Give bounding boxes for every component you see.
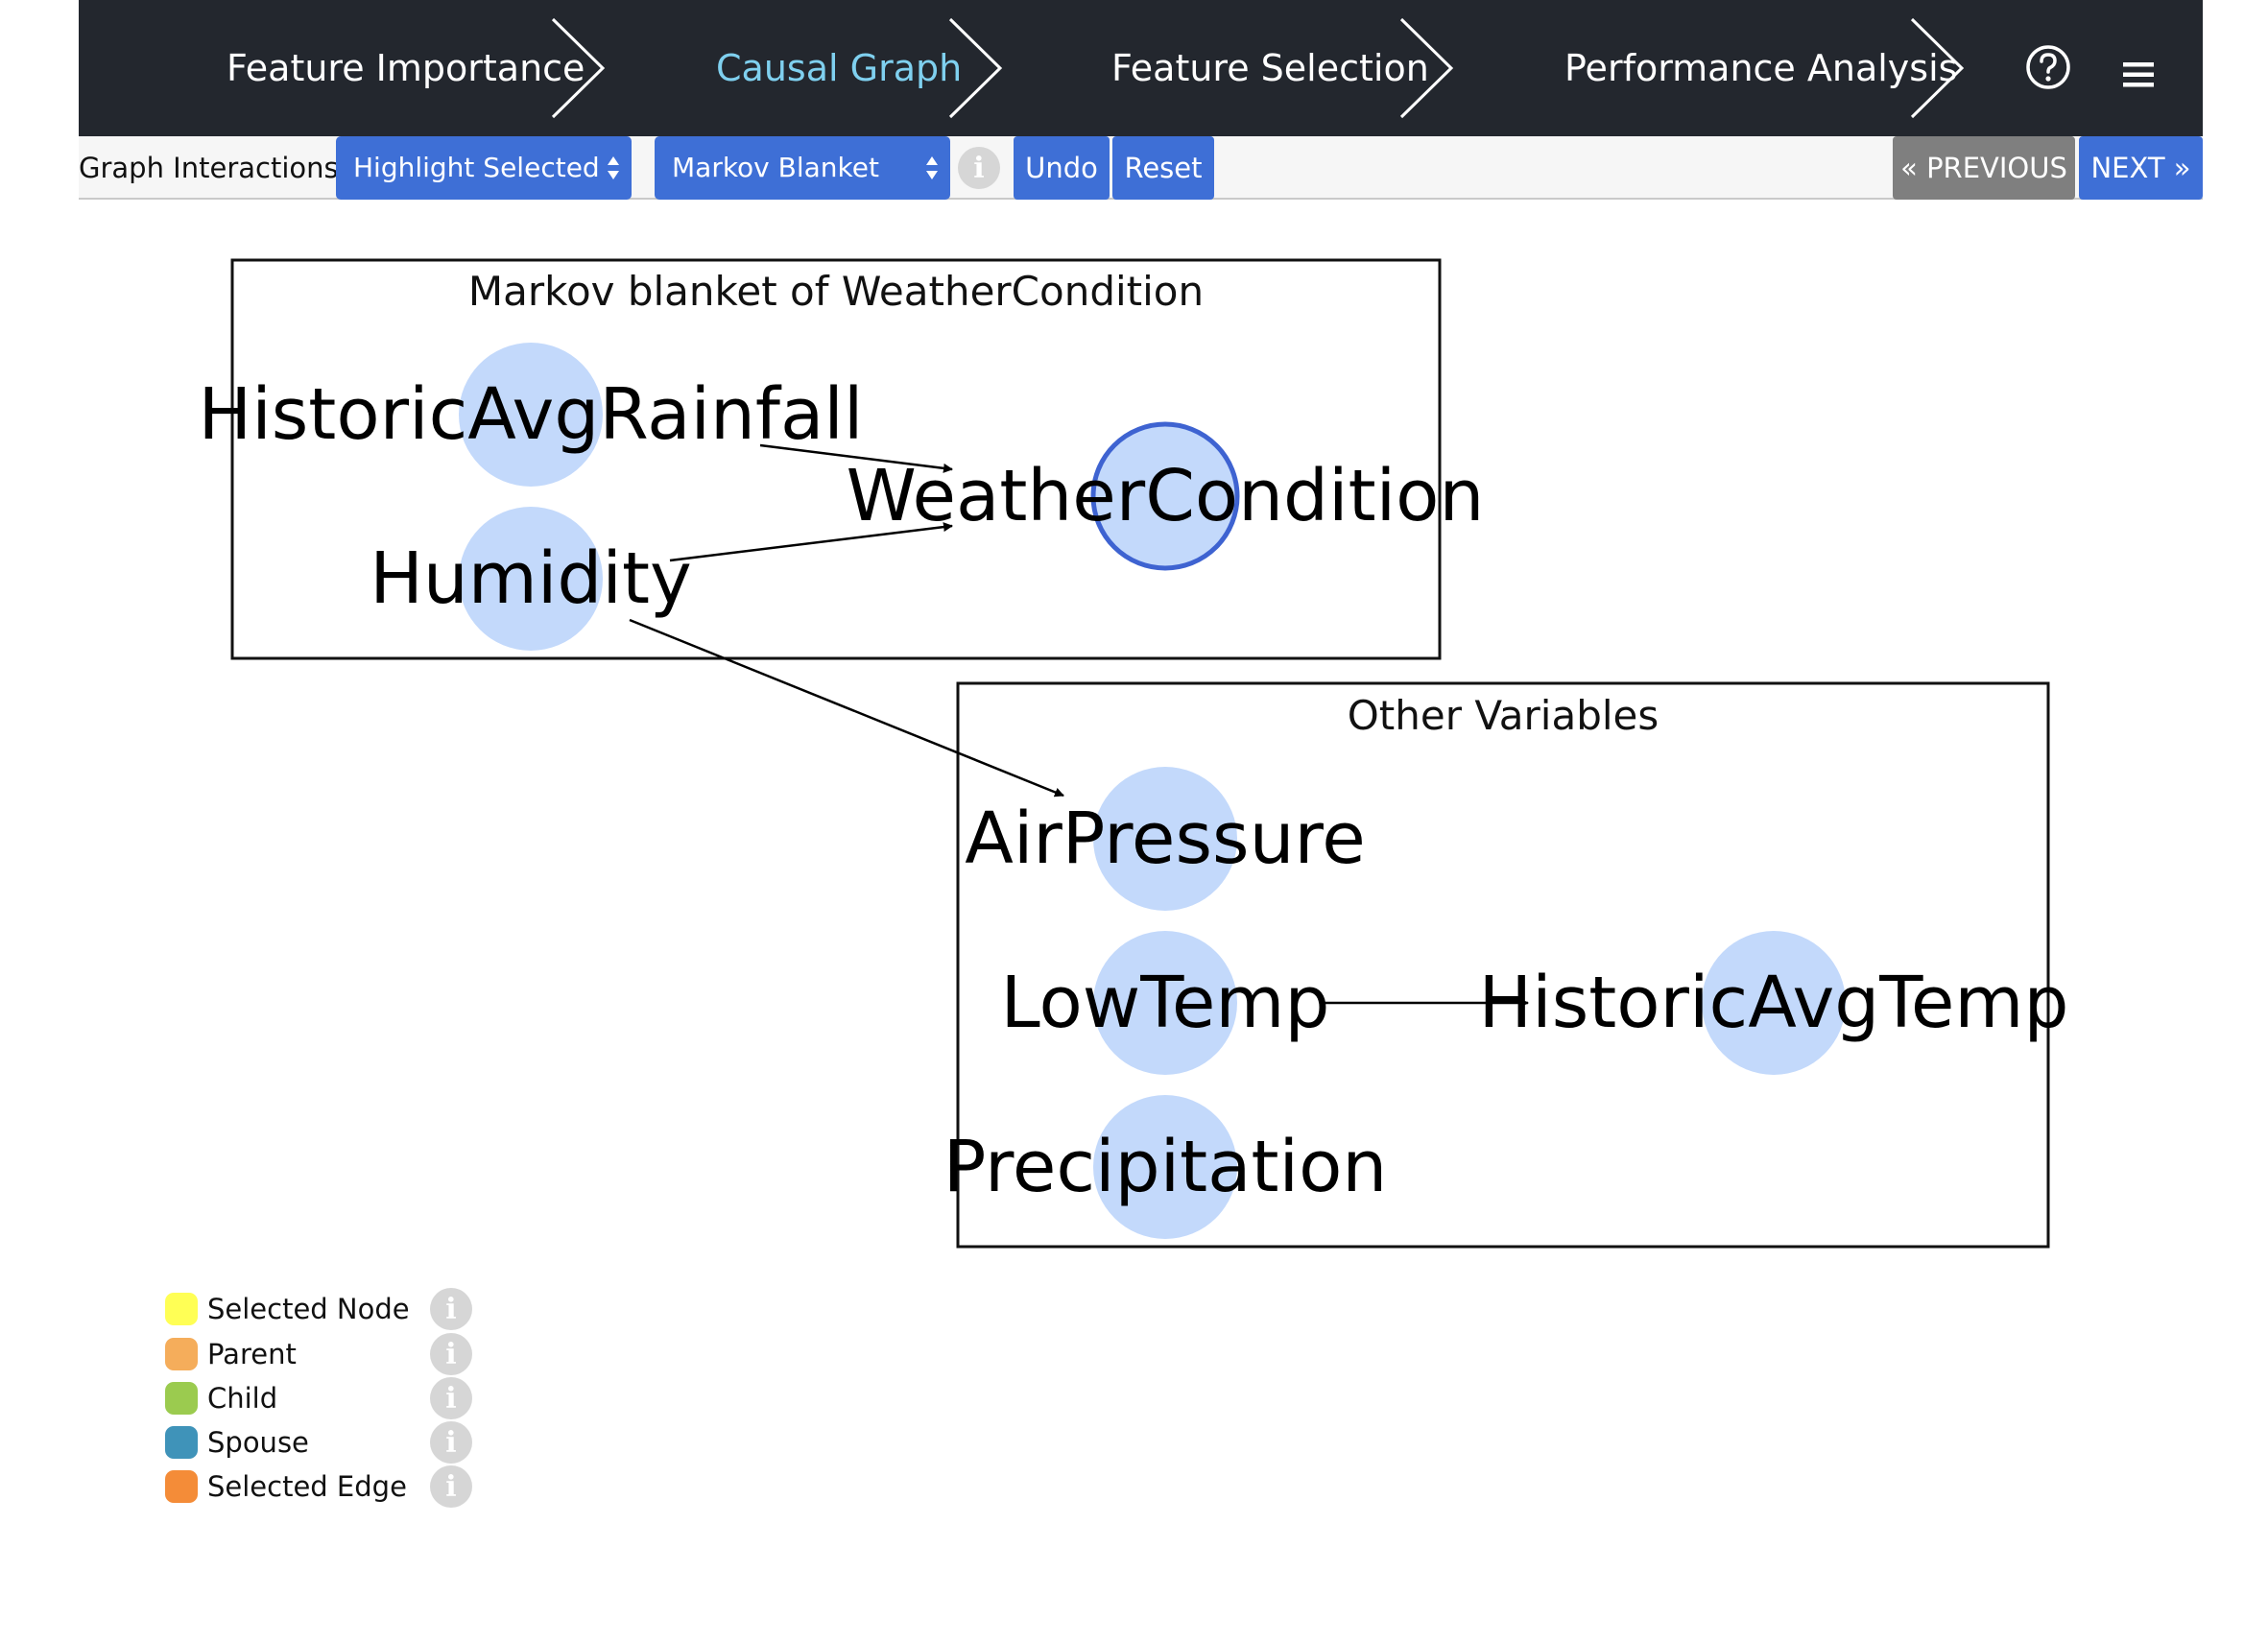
legend-item-child: Child i (165, 1377, 472, 1419)
node-historic-avg-rainfall[interactable]: HistoricAvgRainfall (199, 343, 864, 487)
info-icon[interactable]: i (430, 1421, 472, 1464)
interaction-mode-select[interactable]: Highlight Selected (336, 136, 632, 200)
group-other: Other Variables (956, 681, 2050, 1249)
group-box (956, 681, 2050, 1249)
reset-button[interactable]: Reset (1112, 136, 1214, 200)
info-icon[interactable]: i (430, 1377, 472, 1419)
node-circle[interactable] (1093, 1095, 1237, 1239)
node-weather-condition[interactable]: WeatherCondition (847, 421, 1485, 571)
edge-humidity-to-weather-condition[interactable] (669, 522, 953, 562)
graph-interactions-label: Graph Interactions: (79, 152, 348, 184)
node-low-temp[interactable]: LowTemp (1001, 931, 1330, 1075)
node-label: HistoricAvgTemp (1479, 962, 2069, 1044)
group-label: Other Variables (1348, 692, 1659, 739)
legend-item-parent: Parent i (165, 1333, 472, 1375)
node-circle[interactable] (1090, 421, 1240, 571)
chevron-right-icon (551, 17, 606, 119)
graph-toolbar: Graph Interactions: Highlight Selected M… (79, 136, 2203, 200)
info-icon[interactable]: i (430, 1333, 472, 1375)
node-label: HistoricAvgRainfall (199, 373, 864, 456)
legend-label: Parent (207, 1338, 297, 1370)
legend-swatch (165, 1426, 198, 1459)
info-icon[interactable]: i (958, 147, 1000, 189)
legend-item-selected-node: Selected Node i (165, 1288, 472, 1330)
legend-item-spouse: Spouse i (165, 1421, 472, 1464)
interaction-mode-value: Highlight Selected (353, 152, 600, 183)
legend-label: Child (207, 1382, 278, 1415)
legend-swatch (165, 1293, 198, 1325)
chevron-right-icon (1399, 17, 1454, 119)
node-circle[interactable] (1093, 931, 1237, 1075)
legend-swatch (165, 1338, 198, 1370)
hamburger-menu-icon[interactable] (2110, 46, 2167, 104)
node-air-pressure[interactable]: AirPressure (965, 767, 1366, 911)
chevron-right-icon (948, 17, 1003, 119)
chevron-right-icon (1910, 17, 1965, 119)
previous-button[interactable]: « PREVIOUS (1893, 136, 2075, 200)
step-navigation-bar: Feature Importance Causal Graph Feature … (79, 0, 2203, 136)
legend-label: Selected Node (207, 1293, 410, 1325)
info-icon[interactable]: i (430, 1465, 472, 1508)
legend-label: Selected Edge (207, 1470, 407, 1503)
node-historic-avg-temp[interactable]: HistoricAvgTemp (1479, 931, 2069, 1075)
step-causal-graph[interactable]: Causal Graph (716, 47, 963, 89)
legend-swatch (165, 1470, 198, 1503)
legend-item-selected-edge: Selected Edge i (165, 1465, 472, 1508)
edge-humidity-to-air-pressure[interactable] (629, 618, 1064, 798)
node-precipitation[interactable]: Precipitation (943, 1095, 1388, 1239)
help-circle-icon[interactable] (2019, 38, 2077, 96)
step-feature-importance[interactable]: Feature Importance (227, 47, 585, 89)
info-icon[interactable]: i (430, 1288, 472, 1330)
group-markov: Markov blanket of WeatherCondition (230, 258, 1442, 660)
node-label: AirPressure (965, 798, 1366, 880)
node-label: Humidity (370, 537, 692, 620)
edge-historic-avg-rainfall-to-weather-condition[interactable] (759, 443, 953, 473)
view-mode-value: Markov Blanket (672, 152, 879, 183)
node-label: LowTemp (1001, 962, 1330, 1044)
group-label: Markov blanket of WeatherCondition (468, 268, 1204, 315)
node-label: Precipitation (943, 1126, 1388, 1208)
node-circle[interactable] (459, 343, 603, 487)
view-mode-select[interactable]: Markov Blanket (655, 136, 950, 200)
step-performance-analysis[interactable]: Performance Analysis (1564, 47, 1958, 89)
node-circle[interactable] (1093, 767, 1237, 911)
legend-swatch (165, 1382, 198, 1415)
select-arrows-icon (608, 156, 619, 179)
node-circle[interactable] (1702, 931, 1846, 1075)
legend-label: Spouse (207, 1426, 309, 1459)
select-arrows-icon (926, 156, 938, 179)
undo-button[interactable]: Undo (1014, 136, 1110, 200)
next-button[interactable]: NEXT » (2079, 136, 2203, 200)
node-humidity[interactable]: Humidity (370, 507, 692, 651)
node-label: WeatherCondition (847, 455, 1485, 537)
step-feature-selection[interactable]: Feature Selection (1111, 47, 1429, 89)
group-box (230, 258, 1442, 660)
node-circle[interactable] (459, 507, 603, 651)
